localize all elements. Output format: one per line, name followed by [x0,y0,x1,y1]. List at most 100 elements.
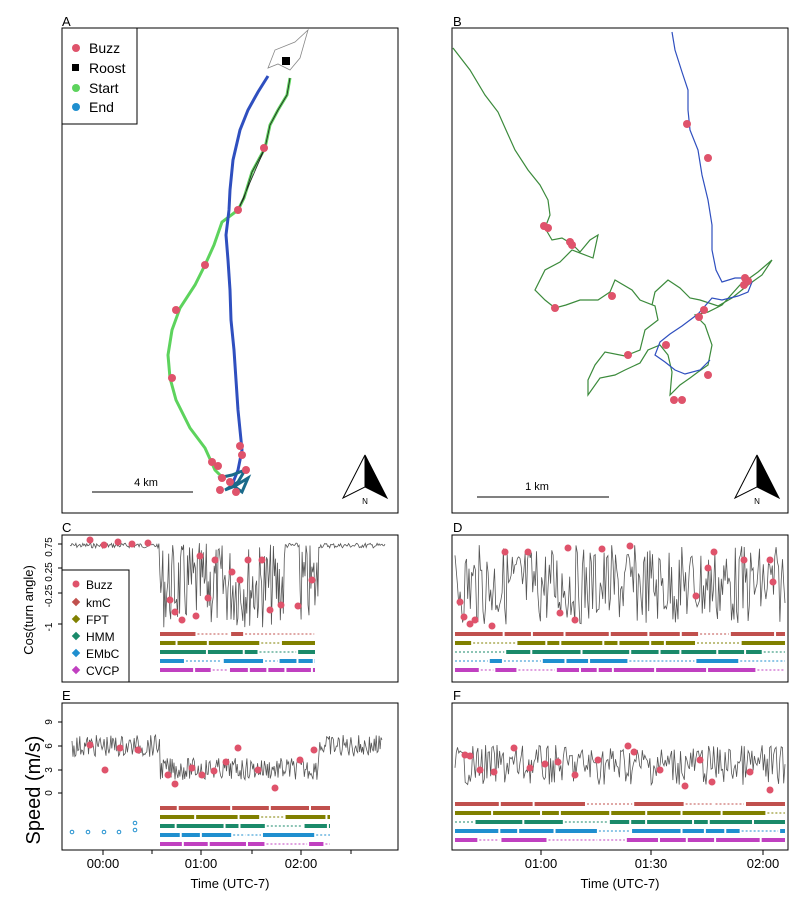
north-arrow-b-label: N [754,497,760,506]
buzz-point-b-10 [608,292,616,300]
buzz-point-b-8 [740,281,748,289]
f-buzz-8 [571,771,579,779]
e-buzz-12 [271,784,279,792]
legend-c-kmc-label: kmC [86,596,111,610]
f-buzz-11 [630,748,638,756]
buzz-point-a-6 [214,462,222,470]
d-buzz-12 [740,556,748,564]
d-buzz-4 [501,548,509,556]
panel-label-d: D [453,520,462,535]
panel-e-plot-area [69,733,383,846]
panel-f: F 01:00 01:30 02:00 Time (UTC-7) [451,688,789,891]
panel-label-b: B [453,14,462,29]
d-buzz-15 [556,609,564,617]
d-buzz-16 [571,616,579,624]
legend-a-buzz-marker [72,44,80,52]
f-buzz-3 [490,768,498,776]
f-xtick-label-0100: 01:00 [525,856,558,871]
d-buzz-11 [710,548,718,556]
panel-c-y-axis: 0.75 0.25 -0.25 -1 Cos(turn angle) [21,537,62,655]
f-buzz-14 [696,756,704,764]
d-buzz-7 [598,545,606,553]
f-buzz-10 [624,742,632,750]
track-b-green [452,47,773,397]
e-buzz-7 [198,771,206,779]
legend-a-end-marker [72,103,80,111]
panel-e-x-axis: 00:00 01:00 02:00 Time (UTC-7) [87,850,352,891]
c-ytick-label-075: 0.75 [44,537,55,557]
buzz-point-a-8 [238,451,246,459]
e-early-marker-4 [132,820,138,826]
e-buzz-6 [188,764,196,772]
c-buzz-11 [211,556,219,564]
e-early-marker-0 [69,829,75,835]
buzz-point-b-9 [551,304,559,312]
north-arrow-a-label: N [362,497,368,506]
f-buzz-17 [766,786,774,794]
e-early-marker-5 [132,827,138,833]
e-xtick-label-0100: 01:00 [185,856,218,871]
buzz-point-a-7 [236,442,244,450]
d-buzz-0 [456,598,464,606]
panel-a-frame [61,27,399,514]
c-buzz-14 [244,556,252,564]
buzz-point-a-11 [242,466,250,474]
buzz-point-b-13 [662,341,670,349]
buzz-point-a-4 [168,374,176,382]
c-buzz-3 [128,540,136,548]
legend-a-buzz-label: Buzz [89,40,120,56]
e-ytick-label-6: 6 [44,743,55,749]
legend-a-roost-marker [72,64,79,71]
f-buzz-9 [594,756,602,764]
legend-c-hmm-label: HMM [86,630,115,644]
buzz-point-a-2 [201,261,209,269]
panel-label-c: C [62,520,71,535]
buzz-point-b-5 [568,241,576,249]
panel-b: B 1 km N [451,14,789,514]
buzz-point-a-9 [218,474,226,482]
legend-c: Buzz kmC FPT HMM EMbC CVCP [61,569,130,683]
legend-a-start-label: Start [89,80,119,96]
buzz-point-a-13 [232,488,240,496]
f-buzz-2 [476,766,484,774]
buzz-point-a-3 [172,306,180,314]
f-buzz-6 [541,760,549,768]
c-buzz-0 [86,536,94,544]
d-buzz-8 [626,542,634,550]
legend-a-roost-label: Roost [89,60,126,76]
f-speed-line [454,744,786,787]
panel-e-y-axis: 9 6 3 0 Speed (m/s) [23,719,62,845]
f-buzz-12 [656,766,664,774]
c-buzz-19 [308,576,316,584]
e-early-marker-2 [101,829,107,835]
e-buzz-14 [310,746,318,754]
c-buzz-12 [228,568,236,576]
f-buzz-1 [466,752,474,760]
f-buzz-16 [746,768,754,776]
legend-a-start-marker [72,84,80,92]
c-buzz-17 [277,601,285,609]
buzz-point-b-11 [695,313,703,321]
buzz-point-b-0 [683,120,691,128]
track-a-black [237,77,291,211]
e-buzz-11 [254,766,262,774]
c-turn-line [69,542,386,628]
c-buzz-16 [266,606,274,614]
north-arrow-a-icon: N [341,454,389,506]
e-buzz-4 [164,771,172,779]
e-early-marker-1 [85,829,91,835]
panel-e: E 9 6 3 0 Speed (m/s) 00:00 01:00 02:00 … [23,688,399,891]
c-buzz-10 [204,594,212,602]
panel-d-plot-area [454,542,786,672]
d-buzz-5 [524,548,532,556]
e-buzz-2 [116,744,124,752]
d-buzz-3 [488,622,496,630]
buzz-point-b-12 [700,306,708,314]
track-b-blue [654,31,753,375]
legend-c-buzz-label: Buzz [86,578,113,592]
legend-a-end-label: End [89,99,114,115]
f-buzz-4 [510,744,518,752]
panel-c: C 0.75 0.25 -0.25 -1 Cos(turn angle) Buz… [21,520,399,683]
e-ylabel: Speed (m/s) [23,736,45,845]
